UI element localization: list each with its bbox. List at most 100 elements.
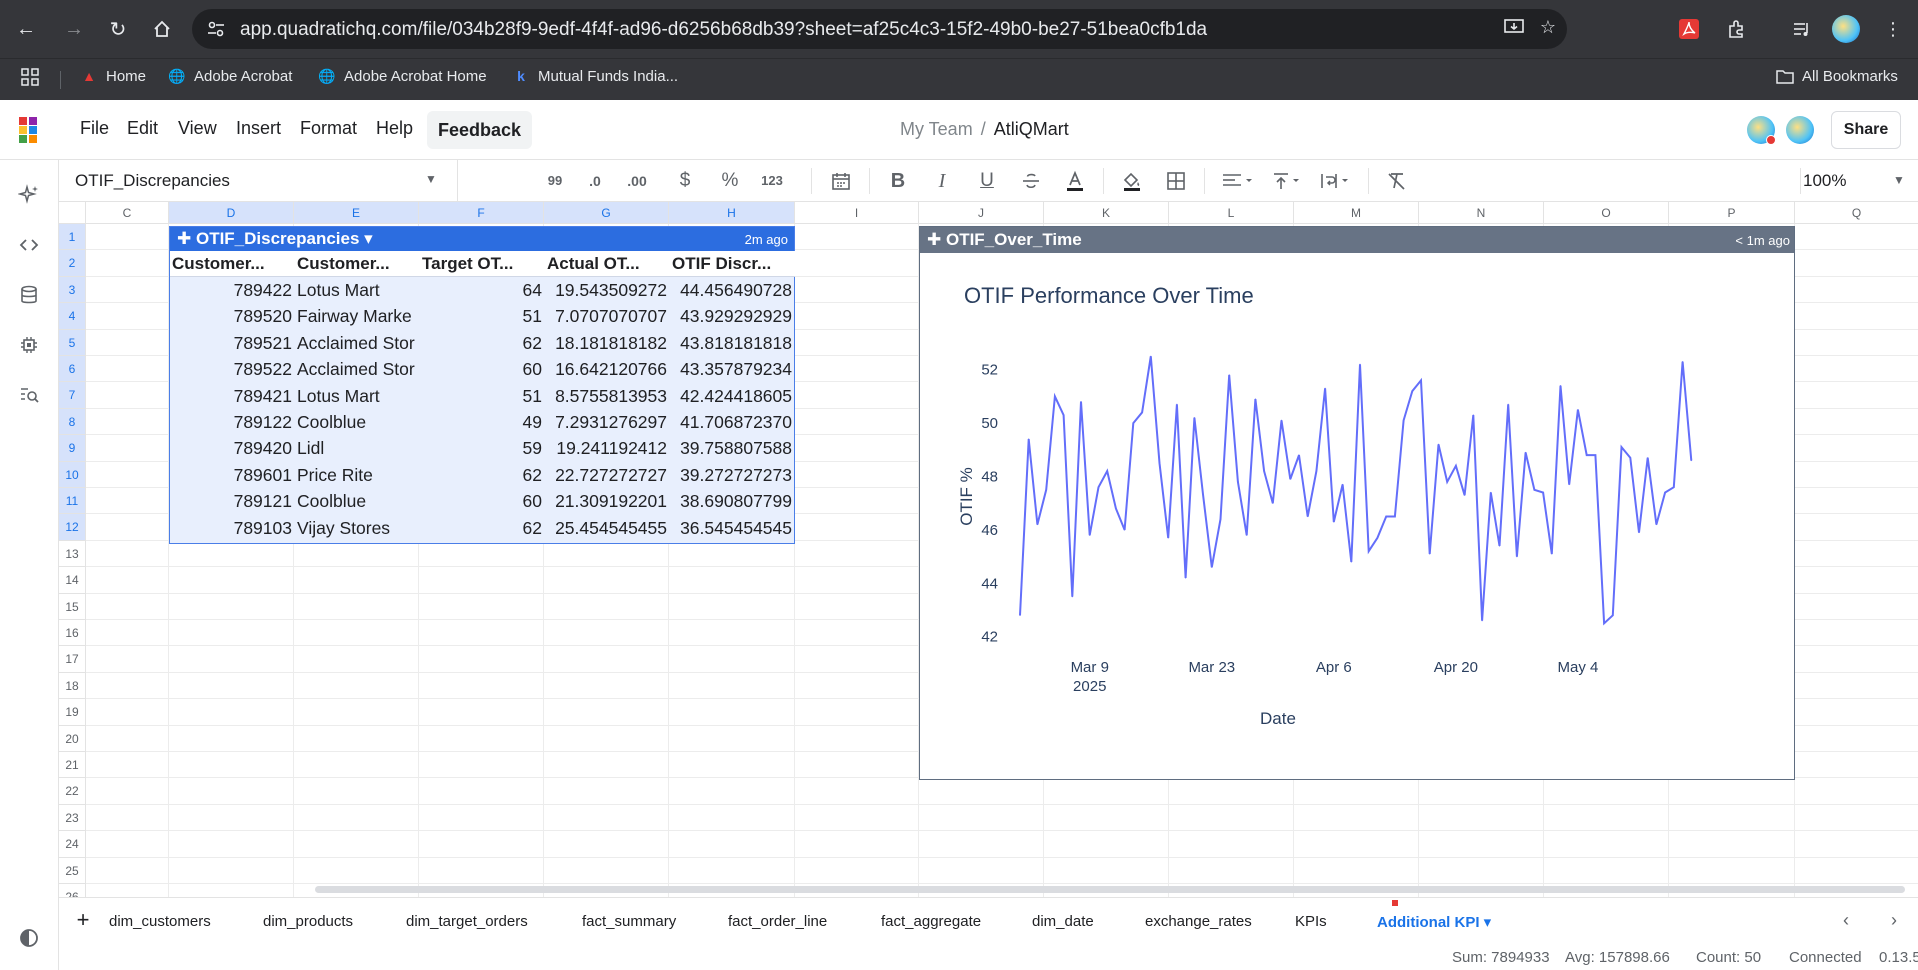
- chrome-menu-icon[interactable]: ⋮: [1884, 18, 1902, 39]
- table-cell[interactable]: Fairway Marke: [297, 306, 412, 327]
- menu-help[interactable]: Help: [376, 118, 414, 138]
- table-cell[interactable]: 49: [522, 412, 542, 432]
- column-header[interactable]: D: [169, 202, 294, 224]
- strikethrough-icon[interactable]: [1018, 168, 1044, 194]
- chevron-down-icon[interactable]: ▾: [1479, 914, 1492, 931]
- text-color-icon[interactable]: [1062, 168, 1088, 194]
- tab-scroll-left-icon[interactable]: ‹: [1843, 910, 1849, 930]
- table-cell[interactable]: 789121: [233, 491, 292, 512]
- row-header[interactable]: 23: [59, 804, 86, 832]
- menu-format[interactable]: Format: [300, 118, 358, 138]
- database-icon[interactable]: [16, 282, 42, 308]
- table-cell[interactable]: 39.272727273: [680, 464, 792, 485]
- table-cell[interactable]: Lotus Mart: [297, 280, 380, 300]
- table-cell[interactable]: 64: [522, 280, 542, 300]
- italic-icon[interactable]: I: [938, 170, 946, 192]
- chip-icon[interactable]: [16, 332, 42, 358]
- reload-icon[interactable]: ↻: [109, 18, 127, 41]
- sheet-tab[interactable]: Additional KPI ▾: [1377, 913, 1491, 931]
- table-cell[interactable]: 789422: [233, 280, 292, 300]
- name-box[interactable]: OTIF_Discrepancies ▼: [59, 160, 458, 202]
- chevron-down-icon[interactable]: ▼: [1893, 173, 1905, 187]
- table-cell[interactable]: 60: [522, 491, 542, 512]
- bold-icon[interactable]: B: [890, 170, 906, 192]
- site-settings-icon[interactable]: [206, 20, 226, 38]
- fill-color-icon[interactable]: [1119, 168, 1145, 194]
- horizontal-scrollbar[interactable]: [315, 886, 1905, 893]
- table-title-bar[interactable]: ✚ OTIF_Discrepancies ▾ 2m ago: [170, 227, 794, 251]
- table-cell[interactable]: 39.758807588: [680, 438, 792, 459]
- breadcrumb-team[interactable]: My Team: [900, 119, 973, 139]
- row-header[interactable]: 25: [59, 857, 86, 884]
- table-cell[interactable]: 62: [522, 517, 542, 538]
- date-format-icon[interactable]: [828, 168, 854, 194]
- menu-edit[interactable]: Edit: [127, 118, 159, 138]
- quadratic-logo-icon[interactable]: [19, 117, 39, 143]
- column-header[interactable]: C: [86, 202, 169, 224]
- table-cell[interactable]: 789521: [233, 332, 292, 353]
- table-column-header[interactable]: Actual OT...: [545, 251, 670, 277]
- table-cell[interactable]: 789601: [233, 464, 292, 485]
- percent-icon[interactable]: %: [721, 170, 739, 191]
- adobe-pdf-extension-icon[interactable]: [1673, 13, 1705, 45]
- table-cell[interactable]: Acclaimed Stor: [297, 359, 415, 380]
- bookmark-star-icon[interactable]: ☆: [1539, 17, 1557, 37]
- row-header[interactable]: 10: [59, 461, 86, 488]
- bookmark-mutual-funds[interactable]: k Mutual Funds India...: [512, 67, 678, 85]
- row-header[interactable]: 14: [59, 567, 86, 594]
- sheet-tab[interactable]: dim_date: [1032, 913, 1094, 930]
- table-cell[interactable]: 19.543509272: [555, 280, 667, 300]
- row-header[interactable]: 26: [59, 884, 86, 897]
- row-header[interactable]: 18: [59, 672, 86, 700]
- all-bookmarks[interactable]: All Bookmarks: [1776, 67, 1898, 85]
- spreadsheet-grid[interactable]: C D E F G H I J K L M N O P Q 1 2 3 4 5 6 7 8 9 10 11 12 13 14 15 16 17…: [59, 202, 1918, 897]
- row-header[interactable]: 5: [59, 329, 86, 356]
- sheet-tab[interactable]: dim_customers: [109, 913, 211, 930]
- column-header[interactable]: M: [1294, 202, 1419, 224]
- table-cell[interactable]: 44.456490728: [680, 280, 792, 300]
- column-header[interactable]: E: [294, 202, 419, 224]
- table-cell[interactable]: 789103: [233, 517, 292, 538]
- table-cell[interactable]: 789522: [233, 359, 292, 380]
- forward-icon[interactable]: →: [64, 17, 84, 40]
- table-cell[interactable]: Coolblue: [297, 491, 367, 512]
- share-button[interactable]: Share: [1831, 111, 1901, 149]
- chart-title-bar[interactable]: ✚ OTIF_Over_Time < 1m ago: [920, 227, 1794, 253]
- add-sheet-button[interactable]: +: [76, 907, 90, 932]
- table-column-header[interactable]: Customer...: [170, 251, 295, 277]
- line-chart[interactable]: OTIF Performance Over Time 42 44 46 48 50 52 Ma…: [920, 253, 1794, 779]
- theme-contrast-icon[interactable]: [16, 925, 42, 951]
- table-cell[interactable]: Vijay Stores: [297, 517, 391, 538]
- row-header[interactable]: 19: [59, 699, 86, 726]
- row-header[interactable]: 8: [59, 408, 86, 436]
- grid-corner[interactable]: [59, 202, 86, 224]
- table-cell[interactable]: Acclaimed Stor: [297, 332, 415, 353]
- row-header[interactable]: 4: [59, 303, 86, 330]
- row-header[interactable]: 9: [59, 435, 86, 462]
- bookmark-adobe-acrobat[interactable]: 🌐 Adobe Acrobat: [168, 67, 292, 85]
- row-header[interactable]: 20: [59, 725, 86, 752]
- table-cell[interactable]: 18.181818182: [555, 332, 667, 353]
- row-header[interactable]: 15: [59, 593, 86, 620]
- column-header[interactable]: F: [419, 202, 544, 224]
- table-cell[interactable]: Lidl: [297, 438, 325, 459]
- row-header[interactable]: 16: [59, 620, 86, 647]
- ai-sparkle-icon[interactable]: [16, 182, 42, 208]
- row-header[interactable]: 3: [59, 276, 86, 304]
- bookmark-home[interactable]: ▲ Home: [80, 67, 146, 85]
- table-column-header[interactable]: Target OT...: [420, 251, 545, 277]
- sheet-tab[interactable]: dim_products: [263, 913, 353, 930]
- table-cell[interactable]: 19.241192412: [556, 438, 667, 459]
- chart-cell-name[interactable]: ✚ OTIF_Over_Time: [927, 230, 1082, 249]
- table-cell[interactable]: 36.545454545: [680, 517, 792, 538]
- quote-icon[interactable]: 99: [547, 173, 563, 188]
- text-wrap-icon[interactable]: [1317, 168, 1357, 194]
- increase-decimals-icon[interactable]: .00: [627, 173, 647, 189]
- chevron-down-icon[interactable]: ▼: [425, 172, 437, 186]
- table-cell[interactable]: 789420: [233, 438, 292, 459]
- menu-view[interactable]: View: [178, 118, 217, 138]
- row-header[interactable]: 24: [59, 831, 86, 858]
- table-cell[interactable]: 38.690807799: [680, 491, 792, 512]
- row-header[interactable]: 2: [59, 250, 86, 277]
- row-header[interactable]: 13: [59, 540, 86, 568]
